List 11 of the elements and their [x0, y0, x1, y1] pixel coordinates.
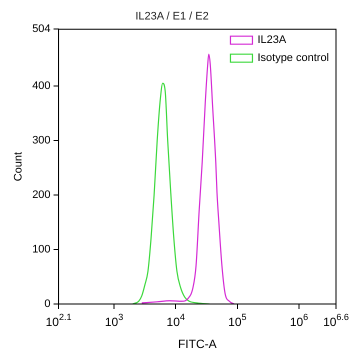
- legend-label: Isotype control: [257, 52, 330, 64]
- chart-title: IL23A / E1 / E2: [135, 10, 209, 23]
- y-axis-title: Count: [12, 152, 25, 182]
- x-axis-title: FITC-A: [178, 337, 217, 351]
- y-tick-label: 400: [32, 80, 51, 92]
- legend-label: IL23A: [257, 34, 287, 46]
- y-tick-label: 300: [32, 134, 51, 146]
- y-tick-label: 0: [44, 298, 51, 310]
- y-tick-label: 200: [32, 188, 51, 201]
- y-tick-label: 100: [32, 244, 51, 256]
- y-tick-label: 504: [32, 23, 51, 36]
